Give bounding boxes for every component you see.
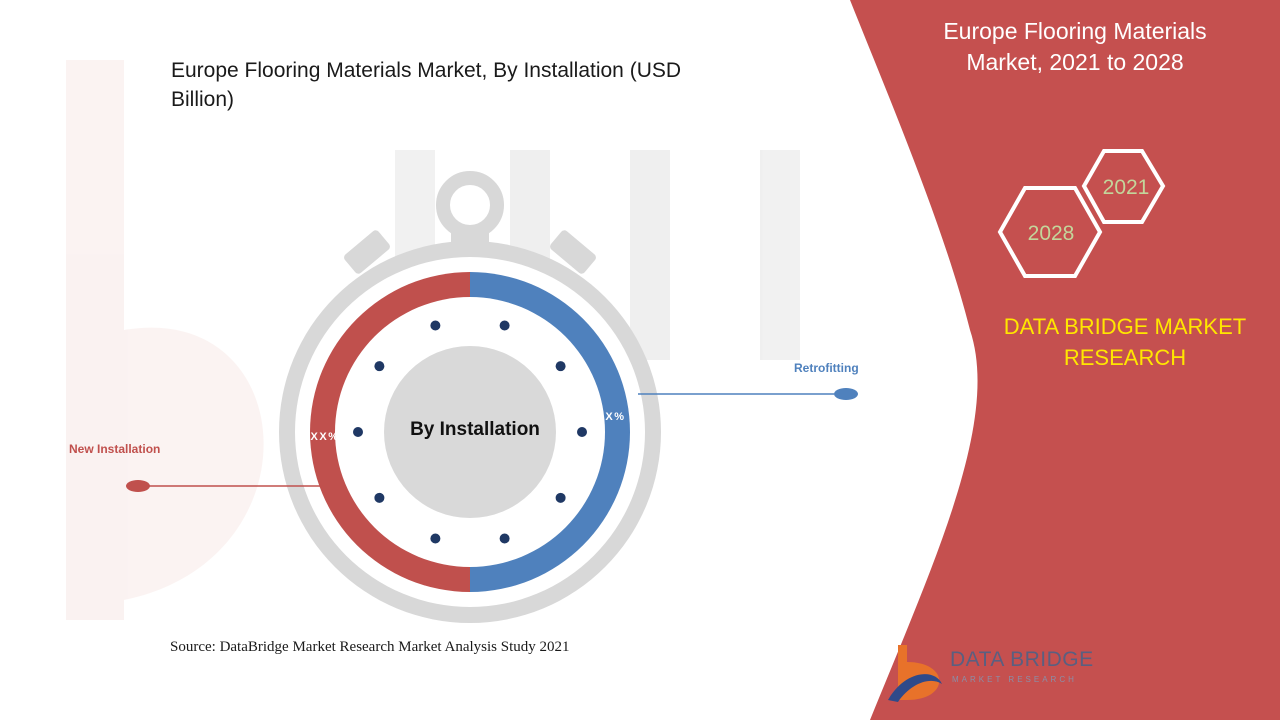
- year-end-label: 2028: [1028, 222, 1075, 245]
- year-start-label: 2021: [1103, 176, 1150, 199]
- clock-dot: [374, 492, 385, 503]
- right-banner: [850, 0, 1280, 720]
- center-circle: [384, 346, 556, 518]
- data-label-retrofitting: XX%: [597, 411, 626, 423]
- logo-name: DATA BRIDGE: [950, 648, 1094, 671]
- brand-title: DATA BRIDGE MARKET RESEARCH: [1003, 314, 1247, 370]
- clock-dot: [430, 533, 441, 544]
- clock-dot: [374, 361, 385, 372]
- data-bridge-logo-icon: [888, 645, 942, 702]
- center-label: By Installation: [410, 419, 540, 440]
- callout-marker-retrofitting: [834, 388, 858, 400]
- source-note: Source: DataBridge Market Research Marke…: [170, 639, 570, 655]
- clock-dot: [555, 492, 566, 503]
- clock-dot: [430, 320, 441, 331]
- hexagon-2028-icon: [997, 186, 1103, 278]
- logo-tagline: MARKET RESEARCH: [952, 675, 1077, 684]
- clock-dots: [353, 320, 587, 544]
- data-label-new-installation: XX%: [311, 431, 340, 443]
- chart-title: Europe Flooring Materials Market, By Ins…: [171, 59, 682, 111]
- clock-dot: [353, 427, 363, 437]
- legend-retrofitting: Retrofitting: [794, 361, 859, 375]
- clock-dot: [555, 361, 566, 372]
- hexagon-2021-icon: [1081, 149, 1166, 224]
- clock-dot: [577, 427, 587, 437]
- legend-new-installation: New Installation: [69, 442, 160, 456]
- clock-dot: [499, 320, 510, 331]
- header-title: Europe Flooring Materials Market, 2021 t…: [943, 18, 1207, 75]
- clock-dot: [499, 533, 510, 544]
- callout-marker-new-installation: [126, 480, 150, 492]
